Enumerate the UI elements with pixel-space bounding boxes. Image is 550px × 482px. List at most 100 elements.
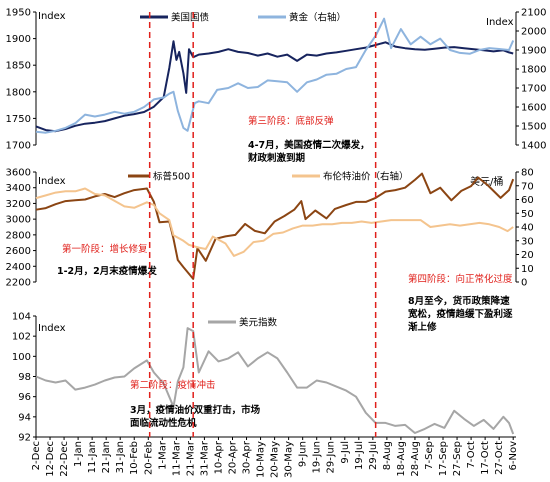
x-tick-label: 9-Jun: [298, 441, 309, 467]
annotation-text: 渐上修: [408, 321, 437, 333]
y2-tick-label: 1600: [521, 103, 546, 114]
y-unit-label: Index: [38, 11, 66, 22]
y-tick-label: 102: [12, 332, 31, 343]
y-tick-label: 2200: [6, 278, 31, 289]
y-tick-label: 1850: [6, 61, 31, 72]
x-tick-label: 10-May: [256, 441, 267, 478]
y2-tick-label: 80: [521, 168, 534, 179]
x-tick-label: 9-Jul: [340, 441, 351, 464]
series-line: [35, 187, 514, 257]
x-tick-label: 1-Mar: [157, 440, 168, 470]
x-tick-label: 10-Feb: [129, 441, 140, 475]
x-tick-label: 2-Dec: [31, 441, 42, 470]
x-tick-label: 18-Aug: [396, 441, 407, 477]
y-unit-label: Index: [38, 176, 66, 187]
x-tick-label: 21-Jan: [101, 441, 112, 473]
legend-label: 标普500: [153, 171, 190, 183]
y-tick-label: 1950: [6, 8, 31, 19]
annotation-text: 财政刺激到期: [247, 152, 305, 164]
y2-tick-label: 2100: [521, 8, 546, 19]
annotation-text: 面临流动性危机: [130, 417, 197, 429]
y2-tick-label: 70: [521, 181, 534, 192]
y2-tick-label: 2000: [521, 27, 546, 38]
annotation-text: 第三阶段：底部反弹: [248, 115, 334, 127]
x-tick-label: 7-Sep: [424, 441, 435, 470]
y2-tick-label: 1500: [521, 122, 546, 133]
y2-tick-label: 1800: [521, 65, 546, 76]
x-tick-label: 28-Aug: [410, 441, 421, 477]
x-tick-label: 19-Jun: [312, 441, 323, 474]
y2-unit-label: Index: [486, 17, 514, 28]
y2-tick-label: 10: [521, 264, 534, 275]
series-line: [35, 40, 514, 133]
y-tick-label: 1900: [6, 34, 31, 45]
y-tick-label: 96: [18, 392, 31, 403]
y-tick-label: 94: [18, 412, 31, 423]
annotation-text: 4-7月，美国疫情二次爆发，: [248, 139, 370, 151]
y-tick-label: 104: [12, 312, 31, 323]
x-tick-label: 12-Dec: [45, 441, 56, 477]
annotation-text: 第二阶段：疫情冲击: [130, 379, 216, 391]
y-tick-label: 1800: [6, 87, 31, 98]
legend-label: 布伦特油价（右轴）: [323, 171, 409, 183]
annotation-text: 8月至今，货币政策降速: [408, 295, 510, 307]
y-tick-label: 98: [18, 372, 31, 383]
x-tick-label: 17-Oct: [480, 441, 491, 475]
y2-tick-label: 1700: [521, 84, 546, 95]
y-unit-label: Index: [38, 323, 66, 334]
x-tick-label: 27-Oct: [494, 441, 505, 475]
y-tick-label: 2400: [6, 262, 31, 273]
legend-label: 黄金（右轴）: [289, 12, 346, 24]
legend-label: 美元指数: [239, 317, 278, 329]
legend-label: 美国国债: [171, 12, 210, 24]
x-tick-label: 8-Aug: [382, 441, 393, 470]
x-tick-label: 6-Nov: [508, 441, 519, 471]
series-line: [35, 172, 515, 280]
y-tick-label: 1750: [6, 114, 31, 125]
y-tick-label: 3600: [6, 168, 31, 179]
y2-tick-label: 40: [521, 223, 534, 234]
x-tick-label: 11-Jan: [87, 441, 98, 473]
x-tick-label: 30-Apr: [242, 440, 253, 474]
y-tick-label: 2600: [6, 246, 31, 257]
x-tick-label: 20-May: [270, 441, 281, 478]
x-tick-label: 29-Jul: [368, 441, 379, 470]
x-tick-label: 21-Mar: [185, 440, 196, 476]
x-tick-label: 20-Apr: [227, 440, 238, 474]
y2-tick-label: 1400: [521, 141, 546, 152]
y2-tick-label: 30: [521, 236, 534, 247]
annotation-text: 第一阶段：增长修复: [62, 243, 148, 255]
annotation-text: 宽松，疫情趋缓下盈利逐: [407, 308, 513, 320]
x-tick-label: 20-Feb: [143, 441, 154, 475]
annotation-text: 第四阶段：向正常化过度: [408, 273, 513, 285]
x-tick-label: 17-Sep: [438, 441, 449, 476]
series-line: [35, 327, 515, 435]
annotation-text: 1-2月，2月末疫情爆发: [57, 265, 157, 277]
series-line: [35, 17, 515, 134]
x-tick-label: 7-Oct: [466, 441, 477, 469]
y-tick-label: 2800: [6, 230, 31, 241]
x-tick-label: 31-Jan: [115, 441, 126, 473]
y-tick-label: 100: [12, 352, 31, 363]
y2-tick-label: 50: [521, 209, 534, 220]
x-tick-label: 11-Mar: [171, 440, 182, 476]
y2-tick-label: 20: [521, 250, 534, 261]
x-tick-label: 10-Apr: [213, 440, 224, 474]
y-tick-label: 92: [18, 433, 31, 444]
y2-tick-label: 60: [521, 195, 534, 206]
y-tick-label: 1700: [6, 141, 31, 152]
y2-tick-label: 0: [521, 278, 527, 289]
x-tick-label: 30-May: [284, 441, 295, 478]
y-tick-label: 3000: [6, 215, 31, 226]
x-tick-label: 29-Jun: [326, 441, 337, 474]
y-tick-label: 3200: [6, 199, 31, 210]
x-tick-label: 19-Jul: [354, 441, 365, 470]
annotation-text: 3月，疫情油价双重打击，市场: [130, 404, 261, 416]
x-tick-label: 22-Dec: [59, 441, 70, 477]
x-tick-label: 31-Mar: [199, 440, 210, 476]
y2-tick-label: 1900: [521, 46, 546, 57]
x-tick-label: 27-Sep: [452, 441, 463, 476]
y-tick-label: 3400: [6, 183, 31, 194]
x-tick-label: 1-Jan: [73, 441, 84, 467]
